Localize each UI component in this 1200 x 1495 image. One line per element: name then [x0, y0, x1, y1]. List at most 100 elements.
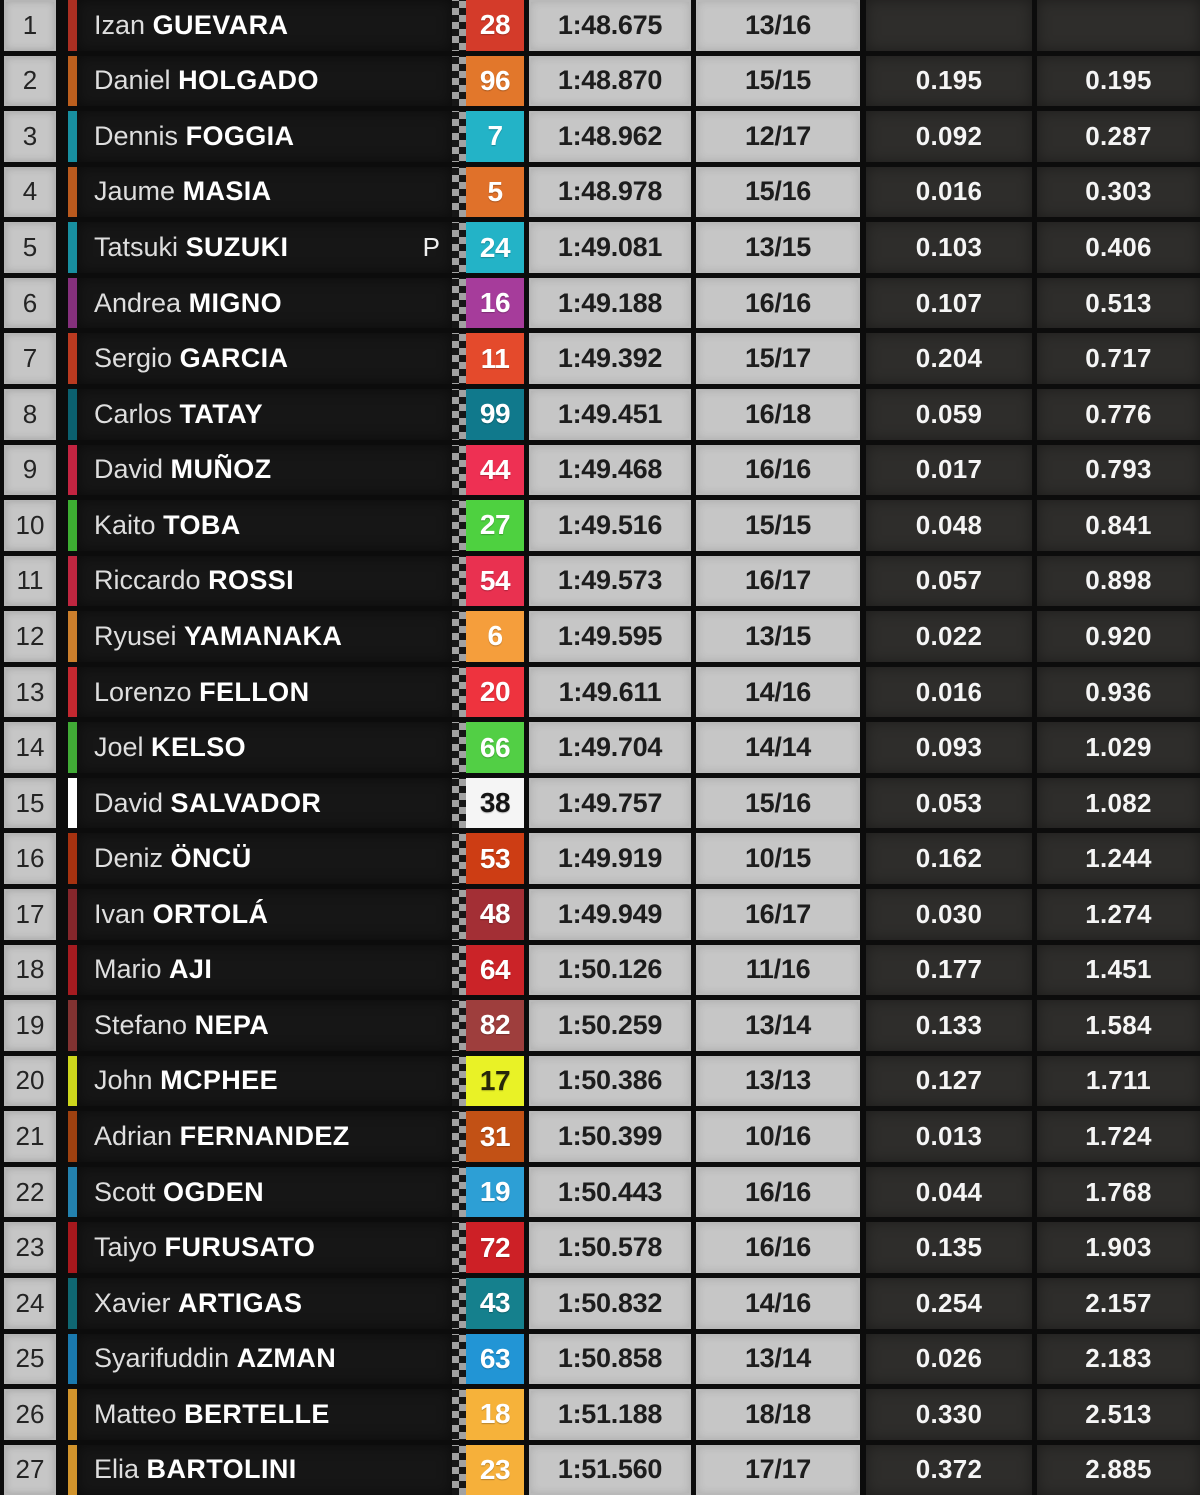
team-color-strip — [68, 500, 77, 551]
table-row: 23 Taiyo FURUSATO 72 1:50.578 16/16 0.13… — [4, 1222, 1200, 1273]
team-color-strip — [68, 889, 77, 940]
rider-last-name: SUZUKI — [185, 232, 289, 263]
rider-number-badge: 6 — [466, 611, 524, 662]
rider-last-name: ROSSI — [208, 565, 295, 596]
rider-name-cell: Dennis FOGGIA — [77, 111, 452, 162]
rider-name: Kaito TOBA — [94, 510, 241, 541]
checkered-flag-strip — [452, 1111, 466, 1162]
best-lap-time-cell: 1:49.595 — [529, 611, 691, 662]
team-color-strip — [68, 1111, 77, 1162]
rider-name: David MUÑOZ — [94, 454, 272, 485]
rider-last-name: BERTELLE — [184, 1398, 330, 1429]
rider-name-cell: Ryusei YAMANAKA — [77, 611, 452, 662]
position-cell: 26 — [4, 1389, 56, 1440]
rider-number-badge: 11 — [466, 333, 524, 384]
table-row: 3 Dennis FOGGIA 7 1:48.962 12/17 0.092 0… — [4, 111, 1200, 162]
position-cell: 13 — [4, 666, 56, 718]
rider-name: Matteo BERTELLE — [94, 1399, 330, 1430]
laps-cell: 10/16 — [696, 1111, 860, 1162]
gap-to-previous-cell: 0.057 — [866, 555, 1032, 607]
position-cell: 9 — [4, 444, 56, 496]
rider-first-name: Joel — [94, 732, 144, 763]
gap-to-previous-cell: 0.016 — [866, 166, 1032, 218]
rider-number-badge: 19 — [466, 1166, 524, 1218]
checkered-flag-strip — [452, 444, 466, 496]
rider-number-badge: 24 — [466, 222, 524, 273]
team-color-strip — [68, 333, 77, 384]
rider-number-badge: 82 — [466, 1000, 524, 1051]
position-cell: 12 — [4, 611, 56, 662]
rider-number-badge: 64 — [466, 944, 524, 996]
checkered-flag-strip — [452, 1389, 466, 1440]
rider-first-name: Xavier — [94, 1287, 171, 1318]
rider-first-name: Matteo — [94, 1398, 177, 1429]
team-color-strip — [68, 166, 77, 218]
rider-last-name: SALVADOR — [170, 787, 322, 818]
rider-last-name: MIGNO — [188, 287, 283, 318]
rider-last-name: ÖNCÜ — [170, 843, 252, 874]
gap-to-first-cell: 0.717 — [1037, 333, 1200, 384]
laps-cell: 13/13 — [696, 1055, 860, 1107]
rider-name: Mario AJI — [94, 954, 212, 985]
rider-number-badge: 5 — [466, 166, 524, 218]
position-cell: 7 — [4, 333, 56, 384]
rider-last-name: GUEVARA — [152, 9, 289, 40]
position-cell: 15 — [4, 777, 56, 829]
position-cell: 27 — [4, 1444, 56, 1495]
table-row: 22 Scott OGDEN 19 1:50.443 16/16 0.044 1… — [4, 1166, 1200, 1218]
rider-last-name: OGDEN — [163, 1176, 265, 1207]
position-cell: 25 — [4, 1333, 56, 1385]
table-row: 4 Jaume MASIA 5 1:48.978 15/16 0.016 0.3… — [4, 166, 1200, 218]
rider-name-cell: Ivan ORTOLÁ — [77, 889, 452, 940]
laps-cell: 13/16 — [696, 0, 860, 51]
rider-name: Tatsuki SUZUKI — [94, 232, 288, 263]
gap-to-first-cell: 0.936 — [1037, 666, 1200, 718]
checkered-flag-strip — [452, 889, 466, 940]
checkered-flag-strip — [452, 777, 466, 829]
rider-first-name: John — [94, 1065, 153, 1096]
best-lap-time-cell: 1:49.611 — [529, 666, 691, 718]
rider-name-cell: Riccardo ROSSI — [77, 555, 452, 607]
position-cell: 5 — [4, 222, 56, 273]
team-color-strip — [68, 111, 77, 162]
best-lap-time-cell: 1:50.858 — [529, 1333, 691, 1385]
gap-to-previous-cell: 0.059 — [866, 388, 1032, 440]
rider-name-cell: Deniz ÖNCÜ — [77, 833, 452, 884]
rider-number-badge: 96 — [466, 55, 524, 107]
table-row: 9 David MUÑOZ 44 1:49.468 16/16 0.017 0.… — [4, 444, 1200, 496]
checkered-flag-strip — [452, 55, 466, 107]
checkered-flag-strip — [452, 1444, 466, 1495]
checkered-flag-strip — [452, 0, 466, 51]
rider-name-cell: Mario AJI — [77, 944, 452, 996]
best-lap-time-cell: 1:49.468 — [529, 444, 691, 496]
laps-cell: 13/14 — [696, 1000, 860, 1051]
rider-last-name: BARTOLINI — [146, 1454, 297, 1485]
team-color-strip — [68, 1055, 77, 1107]
laps-cell: 16/16 — [696, 1222, 860, 1273]
rider-number-badge: 31 — [466, 1111, 524, 1162]
rider-name: Jaume MASIA — [94, 176, 272, 207]
rider-last-name: AJI — [169, 954, 213, 985]
checkered-flag-strip — [452, 388, 466, 440]
table-row: 11 Riccardo ROSSI 54 1:49.573 16/17 0.05… — [4, 555, 1200, 607]
table-row: 19 Stefano NEPA 82 1:50.259 13/14 0.133 … — [4, 1000, 1200, 1051]
rider-name: Andrea MIGNO — [94, 288, 282, 319]
rider-last-name: MASIA — [182, 176, 272, 207]
laps-cell: 16/16 — [696, 444, 860, 496]
gap-to-first-cell: 1.244 — [1037, 833, 1200, 884]
table-row: 6 Andrea MIGNO 16 1:49.188 16/16 0.107 0… — [4, 277, 1200, 329]
laps-cell: 13/14 — [696, 1333, 860, 1385]
rider-last-name: YAMANAKA — [184, 620, 343, 651]
rider-number-badge: 44 — [466, 444, 524, 496]
best-lap-time-cell: 1:48.675 — [529, 0, 691, 51]
table-row: 21 Adrian FERNANDEZ 31 1:50.399 10/16 0.… — [4, 1111, 1200, 1162]
gap-to-first-cell: 1.274 — [1037, 889, 1200, 940]
rider-name-cell: Joel KELSO — [77, 722, 452, 773]
best-lap-time-cell: 1:50.399 — [529, 1111, 691, 1162]
table-row: 1 Izan GUEVARA 28 1:48.675 13/16 — [4, 0, 1200, 51]
table-row: 13 Lorenzo FELLON 20 1:49.611 14/16 0.01… — [4, 666, 1200, 718]
gap-to-first-cell: 1.451 — [1037, 944, 1200, 996]
laps-cell: 13/15 — [696, 222, 860, 273]
table-row: 16 Deniz ÖNCÜ 53 1:49.919 10/15 0.162 1.… — [4, 833, 1200, 884]
laps-cell: 15/15 — [696, 55, 860, 107]
